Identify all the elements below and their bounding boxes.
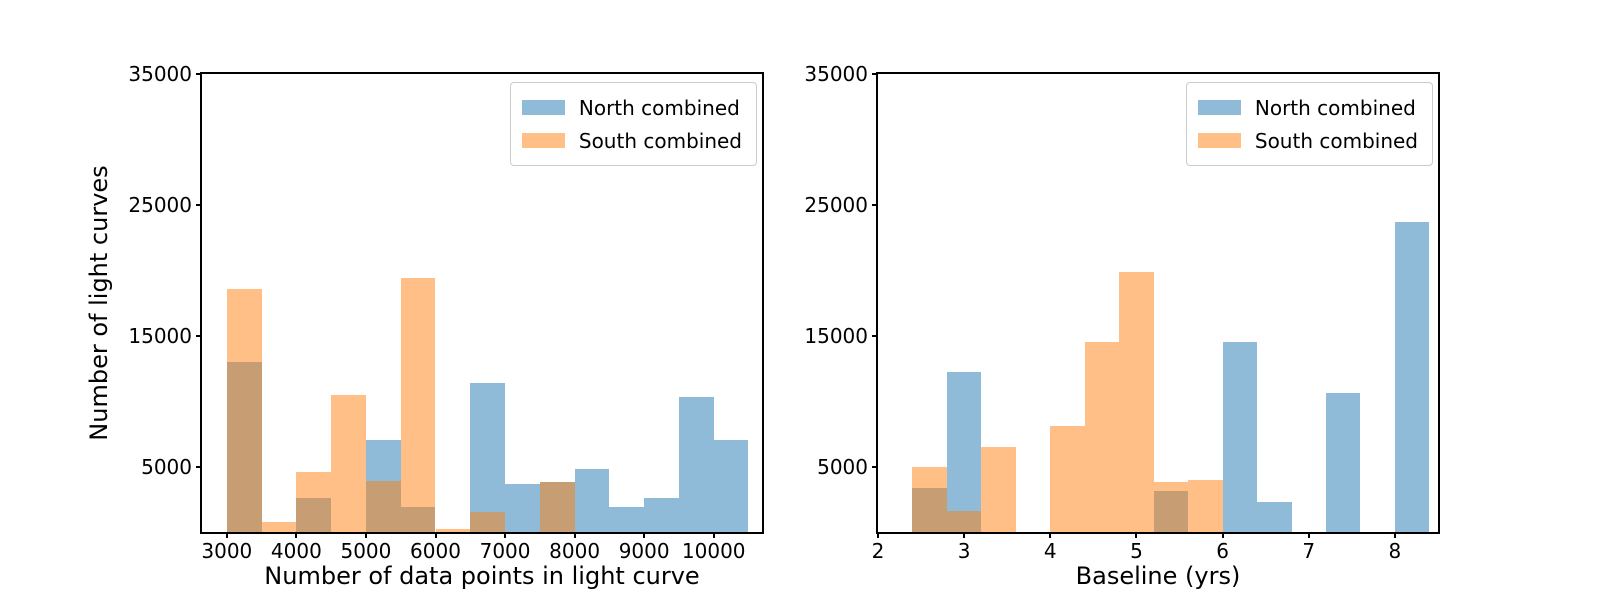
- legend-label: North combined: [578, 95, 740, 120]
- hist-bar-north-combined: [946, 372, 982, 532]
- hist-bar-south-combined: [261, 521, 297, 532]
- hist-bar-south-combined: [1050, 426, 1085, 532]
- legend-entry: South combined: [521, 124, 742, 157]
- legend-color-patch: [521, 100, 565, 115]
- y-tick-label: 15000: [804, 323, 868, 348]
- y-tick: [872, 465, 878, 468]
- legend-entry: North combined: [521, 91, 742, 124]
- hist-bar-north-combined: [1326, 393, 1361, 532]
- hist-bar-north-combined: [1257, 501, 1292, 532]
- legend-color-patch: [521, 133, 565, 148]
- x-tick-label: 5000: [340, 539, 392, 563]
- hist-bar-south-combined: [1188, 479, 1223, 532]
- x-tick: [643, 532, 646, 538]
- hist-bar-north-combined: [678, 397, 714, 532]
- hist-bar-south-combined: [226, 288, 262, 532]
- x-tick: [1393, 532, 1396, 538]
- x-tick: [573, 532, 576, 538]
- hist-bar-north-combined: [609, 507, 645, 532]
- hist-bar-south-combined: [1119, 271, 1154, 532]
- x-tick: [712, 532, 715, 538]
- hist-bar-north-combined: [1394, 221, 1430, 532]
- hist-bar-south-combined: [1084, 342, 1120, 532]
- legend: North combined South combined: [509, 82, 757, 166]
- x-tick: [434, 532, 437, 538]
- x-axis-label-right: Baseline (yrs): [1075, 562, 1241, 590]
- hist-bar-south-combined: [470, 512, 506, 532]
- y-tick: [872, 203, 878, 206]
- y-axis-label: Number of light curves: [85, 165, 113, 441]
- x-tick-label: 3: [957, 539, 971, 563]
- y-tick-label: 35000: [128, 62, 192, 86]
- x-tick-label: 4: [1043, 539, 1057, 563]
- y-tick: [196, 73, 202, 75]
- y-tick: [872, 334, 878, 337]
- hist-bar-south-combined: [435, 529, 471, 532]
- x-tick-label: 8: [1388, 539, 1402, 563]
- legend: North combined South combined: [1185, 82, 1433, 166]
- legend-color-patch: [1197, 133, 1241, 148]
- legend-label: North combined: [1254, 95, 1416, 120]
- axes-right-histogram: 2 3 4 5 6 7 8 5000 15000 25000 35000 North combined…: [804, 63, 1440, 562]
- x-tick-label: 6: [1216, 539, 1229, 563]
- x-tick-label: 7: [1302, 539, 1316, 563]
- x-tick: [504, 532, 507, 538]
- y-tick-label: 35000: [804, 62, 868, 86]
- hist-bar-south-combined: [365, 480, 401, 532]
- hist-bar-south-combined: [331, 394, 366, 532]
- y-tick: [196, 465, 202, 468]
- hist-bar-north-combined: [713, 440, 749, 532]
- x-tick: [295, 532, 298, 538]
- x-tick-label: 2: [871, 539, 885, 563]
- x-tick-label: 10000: [681, 539, 746, 563]
- hist-bar-south-combined: [981, 446, 1016, 532]
- hist-bar-north-combined: [1222, 342, 1258, 532]
- axes-left-histogram: 3000 4000 5000 6000 7000 8000 9000 10000 5000 150…: [128, 63, 764, 562]
- y-tick: [196, 334, 202, 337]
- y-tick: [196, 203, 202, 206]
- legend-label: South combined: [578, 128, 742, 153]
- x-tick: [1307, 532, 1310, 538]
- y-tick-label: 5000: [141, 454, 192, 479]
- x-tick: [1049, 532, 1052, 538]
- x-tick-label: 7000: [479, 539, 531, 563]
- y-tick-label: 15000: [128, 323, 192, 348]
- x-tick-label: 9000: [618, 539, 670, 563]
- legend-entry: South combined: [1197, 124, 1418, 157]
- hist-bar-north-combined: [505, 483, 540, 532]
- x-tick: [364, 532, 367, 538]
- y-tick-label: 25000: [128, 192, 192, 217]
- hist-bar-north-combined: [574, 469, 610, 532]
- y-tick-label: 5000: [817, 454, 868, 479]
- x-tick: [225, 532, 228, 538]
- x-tick: [963, 532, 966, 538]
- hist-bar-south-combined: [912, 466, 947, 532]
- hist-bar-south-combined: [946, 511, 982, 532]
- hist-bar-south-combined: [296, 471, 332, 532]
- legend-color-patch: [1197, 100, 1241, 115]
- x-tick-label: 4000: [270, 539, 322, 563]
- x-tick: [877, 532, 879, 538]
- legend-entry: North combined: [1197, 91, 1418, 124]
- x-tick-label: 5: [1130, 539, 1143, 563]
- x-tick-label: 3000: [201, 539, 253, 563]
- hist-bar-south-combined: [1153, 482, 1189, 532]
- legend-label: South combined: [1254, 128, 1418, 153]
- hist-bar-south-combined: [539, 482, 575, 532]
- x-tick: [1135, 532, 1138, 538]
- x-tick-label: 6000: [410, 539, 461, 563]
- y-tick: [872, 73, 878, 75]
- y-tick-label: 25000: [804, 192, 868, 217]
- hist-bar-north-combined: [470, 382, 506, 532]
- hist-bar-south-combined: [400, 278, 436, 532]
- x-tick: [1221, 532, 1224, 538]
- hist-bar-north-combined: [644, 497, 679, 532]
- x-axis-label-left: Number of data points in light curve: [264, 562, 700, 590]
- x-tick-label: 8000: [549, 539, 601, 563]
